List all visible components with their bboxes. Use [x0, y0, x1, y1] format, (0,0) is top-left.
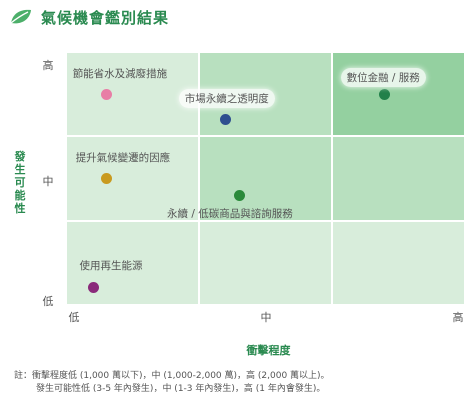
y-tick-low: 低 — [42, 295, 54, 308]
page-title: 氣候機會鑑別結果 — [41, 8, 170, 27]
matrix-cell — [333, 221, 464, 304]
y-axis-label-char: 性 — [14, 202, 26, 215]
matrix-cell — [67, 53, 198, 136]
data-point — [220, 114, 232, 126]
x-tick-low: 低 — [68, 311, 80, 324]
y-axis-label-char: 生 — [14, 163, 26, 176]
note-likelihood: 發生可能性低 (3-5 年內發生)，中 (1-3 年內發生)，高 (1 年內會發… — [36, 384, 326, 394]
y-tick-mid: 中 — [42, 175, 54, 188]
data-point-label: 提升氣候變遷的因應 — [75, 151, 171, 164]
x-tick-high: 高 — [452, 311, 464, 324]
matrix-cell — [333, 137, 464, 220]
matrix-cell — [200, 137, 331, 220]
y-axis-label-char: 能 — [14, 189, 26, 202]
data-point — [101, 173, 113, 184]
data-point — [233, 189, 245, 201]
data-point-label: 使用再生能源 — [79, 260, 143, 273]
data-point-label: 永續 / 低碳商品與諮詢服務 — [167, 208, 293, 221]
note-impact: 註：衝擊程度低 (1,000 萬以下)，中 (1,000-2,000 萬)，高 … — [14, 371, 330, 381]
matrix-cell — [200, 221, 331, 304]
risk-matrix: 節能省水及減廢措施 市場永續之透明度 數位金融 / 服務提升氣候變遷的因應永續 / … — [67, 53, 464, 304]
data-point — [101, 89, 113, 101]
data-point-label: 市場永續之透明度 — [178, 88, 275, 108]
x-axis-label: 衝擊程度 — [246, 344, 291, 357]
data-point-label: 節能省水及減廢措施 — [72, 67, 168, 80]
matrix-cell — [333, 53, 464, 136]
y-axis-label-char: 可 — [14, 176, 26, 189]
matrix-cell — [67, 137, 198, 220]
y-axis-label: 發生可能性 — [10, 150, 30, 215]
y-axis-label-char: 發 — [14, 150, 26, 163]
title-row: 氣候機會鑑別結果 — [10, 6, 169, 28]
leaf-icon — [10, 9, 31, 24]
data-point — [379, 89, 391, 101]
data-point — [87, 281, 99, 293]
data-point-label: 數位金融 / 服務 — [340, 67, 426, 87]
x-tick-mid: 中 — [260, 311, 272, 324]
y-tick-high: 高 — [42, 59, 54, 72]
